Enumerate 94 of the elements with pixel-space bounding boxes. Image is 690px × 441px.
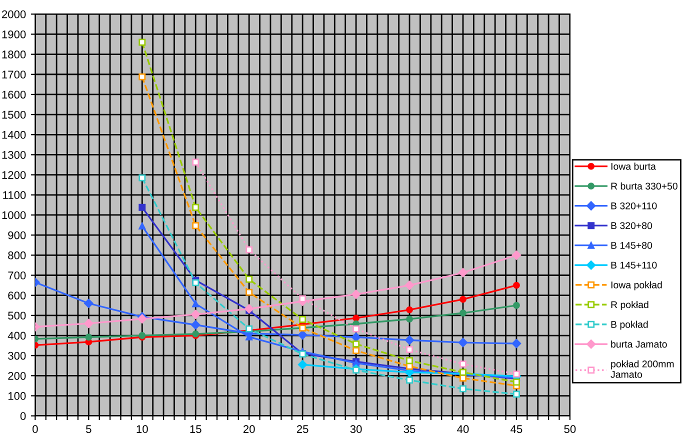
y-tick-label: 1100 [3,191,26,200]
point [406,306,413,314]
y-tick-label: 400 [8,332,26,340]
y-tick-label: 300 [8,352,26,360]
y-tick-label: 2000 [2,10,26,18]
y-tick-label: 0 [20,412,26,420]
legend-label: Iowa burta [611,162,656,170]
y-tick-label: 100 [8,392,26,400]
y-tick-label: 1400 [2,130,26,139]
point [192,279,200,286]
y-tick-label: 200 [8,372,26,380]
legend-label: R pokład [611,300,648,310]
x-tick-label: 10 [136,425,148,434]
y-tick-label: 500 [8,312,26,320]
y-tick-label: 1200 [2,171,26,179]
point [352,325,360,332]
point [512,282,520,289]
point [406,316,413,323]
point [352,314,360,322]
y-tick-label: 600 [8,292,26,300]
point [84,298,94,308]
point [460,385,466,392]
point [460,374,466,382]
point [192,222,200,230]
y-tick-label: 800 [8,251,26,260]
point [404,336,414,345]
y-tick-label: 700 [8,272,26,280]
point [138,73,146,80]
x-tick-label: 30 [350,425,362,434]
legend-label: pokład 200mm Jamato [610,360,674,378]
legend-label: Iowa pokład [611,281,662,290]
point [458,338,468,348]
point [192,204,200,211]
y-tick-label: 1300 [2,150,26,159]
point [406,346,413,354]
point [298,360,308,370]
point [246,246,253,254]
legend-label: B pokład [611,320,648,330]
point [138,314,147,324]
y-tick-label: 1800 [2,50,26,58]
point [190,320,200,330]
legend-label: B 320+80 [611,222,652,230]
point [138,38,146,46]
legend-label: B 145+80 [611,242,652,249]
point [460,296,466,303]
point [138,222,146,230]
point [512,302,520,309]
y-tick-label: 1900 [2,30,26,38]
y-tick-label: 1600 [2,90,26,99]
point [190,310,200,320]
legend-label: B 320+110 [611,202,657,210]
point [138,204,146,211]
point [352,340,360,348]
point [512,338,522,348]
x-tick-label: 25 [296,425,308,434]
point [352,347,360,354]
point [512,370,520,378]
legend-label: burta Jamato [611,340,667,348]
x-tick-label: 40 [457,425,469,434]
point [84,318,94,328]
legend-label: B 145+110 [611,262,657,269]
x-tick-label: 35 [404,425,416,434]
y-tick-label: 900 [8,231,26,240]
point [512,250,522,260]
point [404,280,414,290]
point [460,360,466,368]
point [246,276,253,283]
point [299,316,306,323]
x-tick-label: 0 [32,425,38,434]
point [512,378,520,386]
y-tick-label: 1700 [2,70,26,79]
point [246,288,253,296]
point [244,304,254,314]
point [138,174,146,182]
point [406,357,413,364]
point [352,366,360,374]
x-tick-label: 5 [86,425,92,434]
point [192,158,200,166]
point [298,330,308,340]
point [85,334,92,341]
point [192,300,200,308]
point [512,390,520,398]
point [458,268,468,278]
x-tick-label: 45 [510,425,522,434]
y-tick-label: 1000 [2,211,26,220]
x-tick-label: 50 [564,425,576,434]
point [460,310,466,316]
x-tick-label: 20 [243,425,255,434]
y-tick-label: 1500 [2,110,26,119]
point [351,332,361,342]
point [351,290,361,299]
legend-label: R burta 330+50 [611,182,678,190]
x-tick-label: 15 [190,425,202,434]
point [406,376,413,384]
